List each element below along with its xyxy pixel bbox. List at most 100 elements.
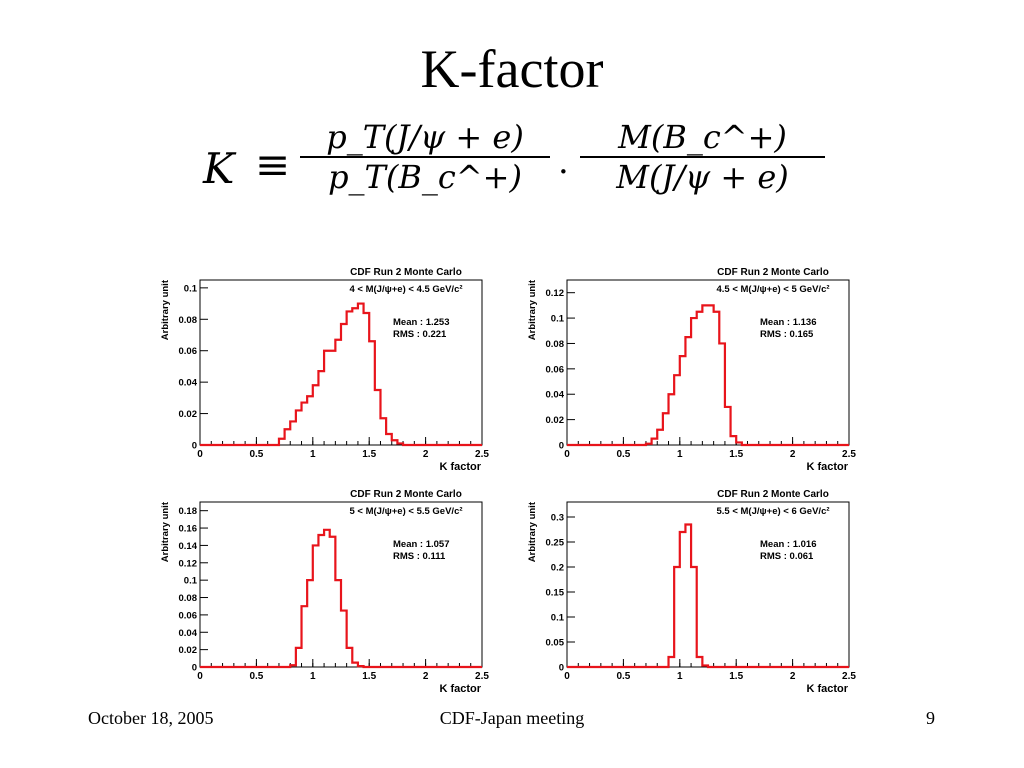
formula-k: K — [203, 144, 235, 193]
formula-frac1-numerator: p_T(J/ψ + e) — [326, 118, 524, 156]
y-tick-label: 0.04 — [546, 390, 565, 401]
histogram-svg: CDF Run 2 Monte Carlo 5.5 < M(J/ψ+e) < 6 … — [527, 489, 856, 695]
plot-subtitle: 4 < M(J/ψ+e) < 4.5 GeV/c² — [349, 284, 462, 295]
y-tick-label: 0 — [192, 663, 197, 674]
x-tick-label: 1 — [310, 449, 316, 460]
y-tick-label: 0.06 — [179, 610, 198, 621]
y-tick-label: 0.3 — [551, 513, 564, 524]
x-tick-label: 0 — [564, 449, 570, 460]
y-tick-label: 0.16 — [179, 524, 198, 535]
formula-frac1-denominator: p_T(B_c^+) — [300, 156, 550, 196]
stats-line: Mean : 1.136 — [760, 317, 817, 328]
x-axis-label: K factor — [806, 461, 848, 473]
y-tick-label: 0.08 — [179, 593, 198, 604]
plot-subtitle: 4.5 < M(J/ψ+e) < 5 GeV/c² — [716, 284, 829, 295]
y-tick-label: 0.25 — [546, 538, 565, 549]
x-tick-label: 2.5 — [842, 671, 856, 682]
y-tick-label: 0.08 — [179, 315, 198, 326]
x-tick-label: 2.5 — [842, 449, 856, 460]
y-tick-label: 0.1 — [551, 314, 565, 325]
y-axis-label: Arbitrary unit — [160, 501, 171, 562]
plot-title: CDF Run 2 Monte Carlo — [717, 489, 829, 500]
histogram-series — [200, 302, 482, 447]
x-tick-label: 1.5 — [362, 449, 376, 460]
x-tick-label: 2 — [423, 671, 429, 682]
y-tick-label: 0.08 — [546, 339, 565, 350]
x-tick-label: 1 — [677, 671, 683, 682]
y-tick-label: 0.02 — [546, 415, 565, 426]
y-tick-label: 0.18 — [179, 506, 198, 517]
formula-fraction-pt: p_T(J/ψ + e) p_T(B_c^+) — [300, 118, 550, 196]
histogram-panel-3: CDF Run 2 Monte Carlo 5 < M(J/ψ+e) < 5.5 … — [155, 484, 495, 696]
formula-frac2-denominator: M(J/ψ + e) — [580, 156, 825, 196]
histogram-panel-1: CDF Run 2 Monte Carlo 4 < M(J/ψ+e) < 4.5 … — [155, 262, 495, 474]
formula-equiv: ≡ — [255, 140, 291, 189]
y-tick-label: 0.06 — [546, 364, 565, 375]
y-axis-label: Arbitrary unit — [527, 279, 538, 340]
histogram-svg: CDF Run 2 Monte Carlo 4 < M(J/ψ+e) < 4.5 … — [160, 267, 489, 473]
slide-title: K-factor — [420, 39, 604, 99]
histogram-panel-4: CDF Run 2 Monte Carlo 5.5 < M(J/ψ+e) < 6 … — [522, 484, 862, 696]
y-tick-label: 0.2 — [551, 563, 564, 574]
y-tick-label: 0.12 — [179, 558, 198, 569]
k-factor-formula: K ≡ p_T(J/ψ + e) p_T(B_c^+) · M(B_c^+) M… — [195, 112, 835, 240]
plot-title: CDF Run 2 Monte Carlo — [350, 489, 462, 500]
histogram-svg: CDF Run 2 Monte Carlo 5 < M(J/ψ+e) < 5.5 … — [160, 489, 489, 695]
plot-frame — [199, 501, 483, 668]
y-tick-label: 0.1 — [551, 613, 565, 624]
y-tick-label: 0 — [559, 441, 564, 452]
histogram-series — [200, 528, 482, 669]
y-tick-label: 0.12 — [546, 288, 565, 299]
x-tick-label: 2.5 — [475, 449, 489, 460]
footer-date: October 18, 2005 — [88, 708, 214, 728]
y-tick-label: 0 — [192, 441, 197, 452]
y-tick-label: 0.04 — [179, 378, 198, 389]
plot-subtitle: 5 < M(J/ψ+e) < 5.5 GeV/c² — [349, 506, 462, 517]
plot-title: CDF Run 2 Monte Carlo — [350, 267, 462, 278]
stats-line: Mean : 1.057 — [393, 539, 450, 550]
x-tick-label: 0 — [197, 671, 203, 682]
stats-line: Mean : 1.016 — [760, 539, 817, 550]
y-tick-label: 0.1 — [184, 576, 198, 587]
stats-line: RMS : 0.061 — [760, 551, 814, 562]
y-tick-label: 0.05 — [546, 638, 565, 649]
x-axis-label: K factor — [806, 683, 848, 695]
y-tick-label: 0.04 — [179, 628, 198, 639]
x-axis-label: K factor — [439, 683, 481, 695]
x-tick-label: 0 — [564, 671, 570, 682]
formula-fraction-mass: M(B_c^+) M(J/ψ + e) — [580, 118, 825, 196]
stats-line: Mean : 1.253 — [393, 317, 450, 328]
y-tick-label: 0.06 — [179, 346, 198, 357]
x-tick-label: 2 — [790, 671, 796, 682]
x-tick-label: 0.5 — [616, 671, 630, 682]
x-tick-label: 0 — [197, 449, 203, 460]
y-tick-label: 0.14 — [179, 541, 198, 552]
x-tick-label: 1.5 — [362, 671, 376, 682]
stats-line: RMS : 0.221 — [393, 329, 447, 340]
y-tick-label: 0.15 — [546, 588, 565, 599]
y-tick-label: 0.1 — [184, 283, 198, 294]
x-tick-label: 2 — [790, 449, 796, 460]
y-axis-label: Arbitrary unit — [160, 279, 171, 340]
x-tick-label: 1.5 — [729, 671, 743, 682]
plot-subtitle: 5.5 < M(J/ψ+e) < 6 GeV/c² — [716, 506, 829, 517]
x-tick-label: 0.5 — [249, 671, 263, 682]
y-tick-label: 0.02 — [179, 645, 198, 656]
histogram-svg: CDF Run 2 Monte Carlo 4.5 < M(J/ψ+e) < 5 … — [527, 267, 856, 473]
footer-page-number: 9 — [926, 708, 935, 728]
plot-frame — [566, 501, 850, 668]
formula-frac2-numerator: M(B_c^+) — [618, 118, 787, 156]
y-axis-label: Arbitrary unit — [527, 501, 538, 562]
y-tick-label: 0.02 — [179, 409, 198, 420]
plot-frame — [566, 279, 850, 446]
plot-title: CDF Run 2 Monte Carlo — [717, 267, 829, 278]
x-tick-label: 2 — [423, 449, 429, 460]
x-tick-label: 1.5 — [729, 449, 743, 460]
formula-dot: · — [558, 152, 569, 192]
footer-meeting: CDF-Japan meeting — [439, 708, 585, 728]
stats-line: RMS : 0.165 — [760, 329, 814, 340]
x-tick-label: 0.5 — [249, 449, 263, 460]
x-tick-label: 0.5 — [616, 449, 630, 460]
x-tick-label: 1 — [677, 449, 683, 460]
stats-line: RMS : 0.111 — [393, 551, 446, 562]
